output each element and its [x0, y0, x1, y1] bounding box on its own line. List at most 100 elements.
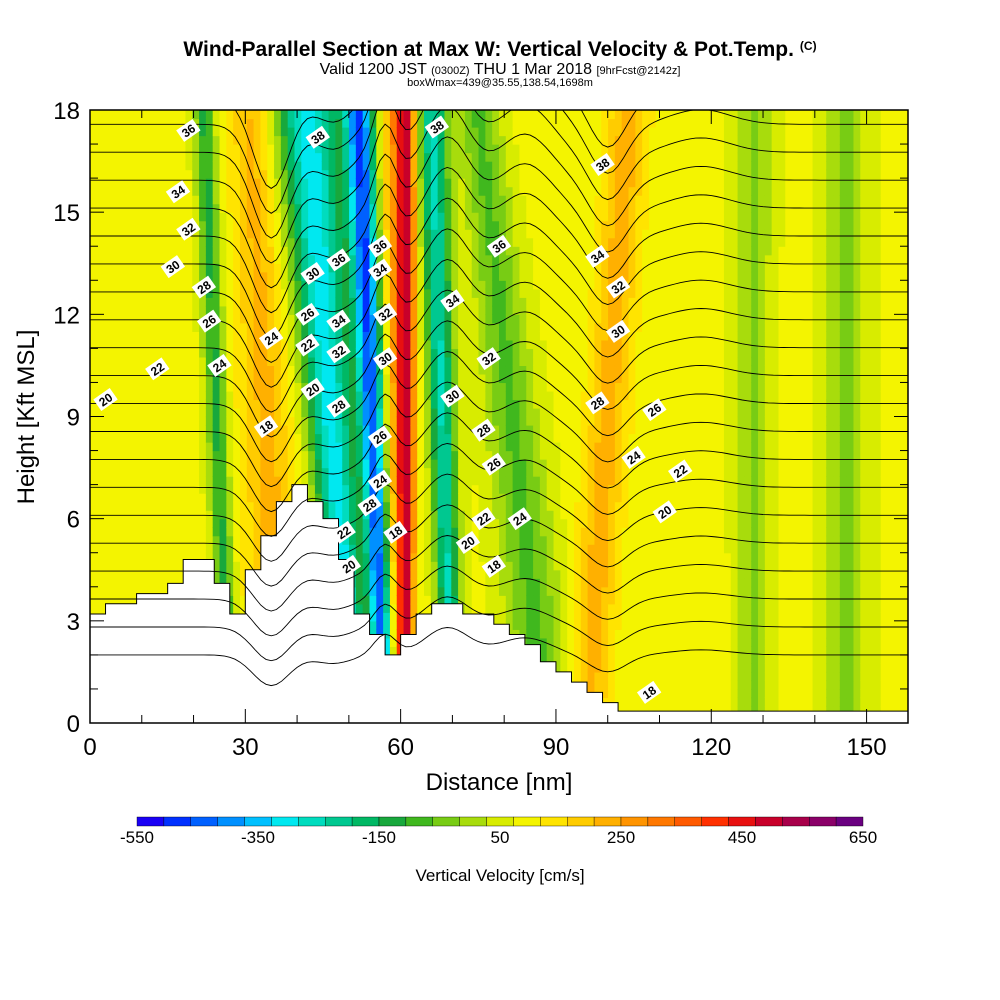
field-cell	[233, 127, 241, 137]
field-cell	[205, 178, 214, 188]
field-cell	[321, 339, 330, 349]
field-cell	[349, 425, 357, 435]
field-cell	[144, 373, 152, 384]
field-cell	[117, 195, 125, 205]
field-cell	[478, 348, 486, 358]
field-cell	[451, 254, 459, 264]
field-cell	[410, 195, 418, 205]
field-cell	[417, 297, 425, 307]
field-cell	[519, 595, 527, 605]
field-cell	[369, 629, 377, 639]
field-cell	[192, 390, 200, 401]
field-cell	[199, 237, 207, 247]
field-cell	[539, 433, 548, 443]
field-cell	[499, 476, 507, 486]
field-cell	[499, 407, 507, 418]
field-cell	[533, 169, 541, 179]
field-cell	[505, 442, 514, 452]
chart-title-text: Wind-Parallel Section at Max W: Vertical…	[183, 38, 794, 61]
field-cell	[499, 178, 507, 188]
field-cell	[274, 305, 282, 315]
field-cell	[253, 527, 262, 537]
field-cell	[444, 442, 452, 452]
field-cell	[512, 322, 521, 332]
field-cell	[458, 254, 466, 264]
field-cell	[389, 229, 398, 239]
field-cell	[546, 390, 555, 401]
field-cell	[499, 595, 507, 605]
field-cell	[451, 169, 459, 179]
field-cell	[519, 373, 527, 384]
field-cell	[314, 212, 323, 222]
field-cell	[355, 569, 364, 579]
field-cell	[274, 220, 282, 230]
field-cell	[233, 144, 241, 154]
field-cell	[478, 314, 486, 324]
field-cell	[185, 535, 193, 545]
field-cell	[239, 237, 248, 247]
field-cell	[233, 416, 241, 426]
field-cell	[226, 544, 234, 554]
field-cell	[458, 527, 466, 537]
field-cell	[110, 280, 118, 290]
field-cell	[505, 263, 514, 273]
field-cell	[362, 416, 371, 426]
field-cell	[539, 603, 548, 613]
field-cell	[424, 552, 432, 562]
field-cell	[512, 467, 521, 477]
field-cell	[171, 535, 180, 545]
field-cell	[539, 518, 548, 528]
field-cell	[192, 246, 200, 256]
field-cell	[424, 339, 432, 349]
field-cell	[355, 595, 364, 605]
field-cell	[389, 544, 398, 554]
field-cell	[430, 356, 439, 367]
field-cell	[267, 229, 275, 239]
field-cell	[539, 356, 548, 367]
field-cell	[164, 433, 173, 443]
field-cell	[124, 416, 132, 426]
field-cell	[444, 178, 452, 188]
field-cell	[110, 416, 118, 426]
field-cell	[260, 356, 268, 367]
field-cell	[389, 493, 398, 503]
field-cell	[369, 390, 377, 401]
field-cell	[403, 314, 411, 324]
field-cell	[314, 348, 323, 358]
field-cell	[539, 425, 548, 435]
field-cell	[553, 407, 561, 418]
field-cell	[274, 356, 282, 367]
field-cell	[471, 578, 480, 588]
field-cell	[355, 476, 364, 486]
field-cell	[280, 220, 289, 230]
field-cell	[144, 178, 152, 188]
field-cell	[233, 595, 241, 605]
field-cell	[314, 305, 323, 315]
field-cell	[519, 612, 527, 622]
field-cell	[267, 246, 275, 256]
field-cell	[362, 254, 371, 264]
field-cell	[444, 118, 452, 128]
field-cell	[424, 271, 432, 281]
field-cell	[171, 127, 180, 137]
field-cell	[199, 152, 207, 162]
field-cell	[485, 161, 493, 171]
field-cell	[499, 501, 507, 511]
field-cell	[526, 561, 534, 571]
field-cell	[464, 152, 473, 162]
field-cell	[430, 561, 439, 571]
field-cell	[376, 288, 384, 298]
field-cell	[396, 510, 405, 520]
field-cell	[314, 118, 323, 128]
field-cell	[199, 135, 207, 145]
field-cell	[321, 390, 330, 401]
field-cell	[376, 212, 384, 222]
field-cell	[151, 390, 159, 401]
field-cell	[376, 518, 384, 528]
field-cell	[410, 527, 418, 537]
field-cell	[314, 484, 323, 494]
field-cell	[560, 578, 568, 588]
field-cell	[485, 186, 493, 196]
field-cell	[192, 356, 200, 367]
field-cell	[260, 348, 268, 358]
